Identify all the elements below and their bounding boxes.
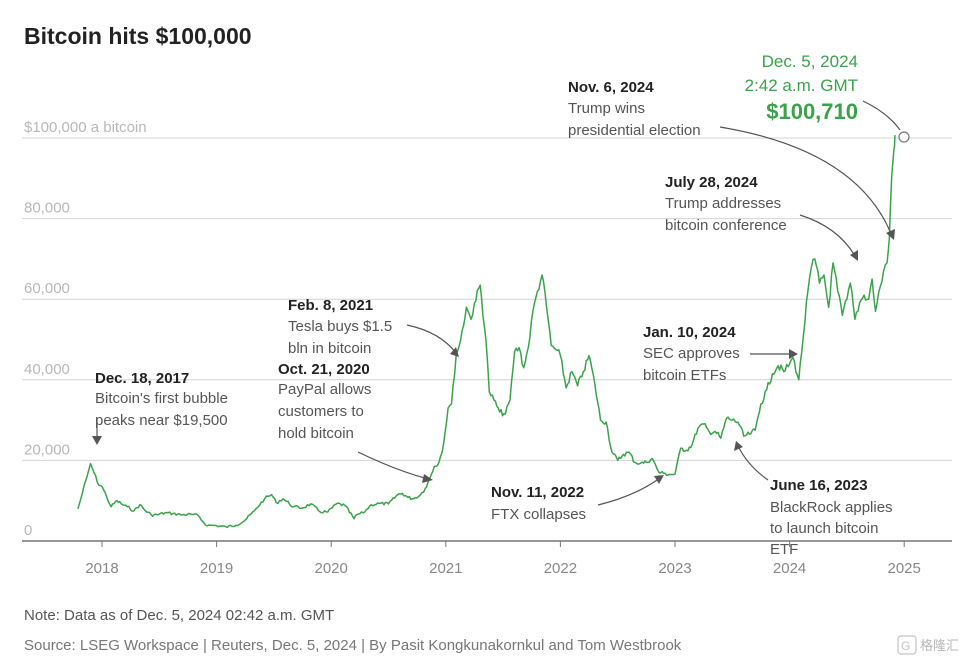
chart-title: Bitcoin hits $100,000 [24, 23, 252, 49]
annotation-text: presidential election [568, 122, 701, 139]
annotation-dec-2017: Dec. 18, 2017 Bitcoin's first bubble pea… [95, 370, 228, 429]
annotation-text: FTX collapses [491, 506, 586, 523]
gridlines [22, 137, 952, 542]
bitcoin-price-line [77, 135, 896, 528]
annotation-text: PayPal allows [278, 381, 371, 398]
annotation-text: to launch bitcoin [770, 520, 878, 537]
arrowhead-nov-2024 [886, 229, 895, 240]
annotation-oct-2020: Oct. 21, 2020 PayPal allows customers to… [278, 361, 371, 442]
annotation-text: hold bitcoin [278, 425, 354, 442]
arrow-dec-2024-peak [862, 100, 901, 131]
peak-value: $100,710 [766, 99, 858, 124]
peak-time: 2:42 a.m. GMT [745, 76, 858, 95]
arrow-nov-2022 [597, 477, 661, 506]
annotation-text: ETF [770, 541, 798, 558]
annotation-text: customers to [278, 403, 364, 420]
x-axis-ticks: 2018 2019 2020 2021 2022 2023 2024 2025 [85, 541, 921, 577]
y-tick-label: $100,000 a bitcoin [24, 119, 147, 136]
series-layer [77, 135, 896, 528]
annotation-feb-2021: Feb. 8, 2021 Tesla buys $1.5 bln in bitc… [288, 297, 392, 357]
annotation-jun-2023: June 16, 2023 BlackRock applies to launc… [770, 477, 893, 558]
y-tick-label: 60,000 [24, 280, 70, 297]
annotation-text: bitcoin ETFs [643, 367, 726, 384]
peak-marker [898, 131, 910, 143]
x-tick-label: 2018 [85, 560, 118, 577]
annotation-date: Feb. 8, 2021 [288, 297, 373, 314]
chart-note: Note: Data as of Dec. 5, 2024 02:42 a.m.… [24, 607, 334, 624]
annotation-text: bitcoin conference [665, 217, 787, 234]
arrow-oct-2020 [357, 451, 429, 480]
arrow-jun-2023 [737, 445, 769, 481]
watermark-text: 格隆汇 [920, 638, 959, 653]
annotation-date: Jan. 10, 2024 [643, 324, 736, 341]
y-tick-label: 40,000 [24, 361, 70, 378]
annotation-text: Trump addresses [665, 195, 781, 212]
arrowhead-feb-2021 [450, 347, 459, 357]
x-tick-label: 2024 [773, 560, 806, 577]
x-tick-label: 2023 [658, 560, 691, 577]
annotation-jul-2024: July 28, 2024 Trump addresses bitcoin co… [665, 174, 787, 234]
annotation-date: June 16, 2023 [770, 477, 868, 494]
x-tick-label: 2025 [888, 560, 921, 577]
y-axis-ticks: $100,000 a bitcoin 80,000 60,000 40,000 20,0… [24, 119, 147, 539]
watermark-logo-icon [897, 635, 917, 655]
annotation-nov-2024: Nov. 6, 2024 Trump wins presidential ele… [568, 79, 701, 139]
arrowhead-jan-2024 [789, 349, 798, 359]
annotation-text: bln in bitcoin [288, 340, 371, 357]
arrow-nov-2024 [719, 126, 893, 237]
watermark-logo-glyph: G [901, 639, 910, 653]
x-tick-label: 2022 [544, 560, 577, 577]
arrow-feb-2021 [406, 324, 457, 354]
x-tick-label: 2019 [200, 560, 233, 577]
annotation-jan-2024: Jan. 10, 2024 SEC approves bitcoin ETFs [643, 324, 740, 384]
annotation-date: Oct. 21, 2020 [278, 361, 370, 378]
annotation-arrows [92, 100, 910, 506]
annotation-text: SEC approves [643, 345, 740, 362]
watermark: G 格隆汇 [897, 635, 959, 655]
arrowhead-dec-2017 [92, 436, 102, 445]
peak-date: Dec. 5, 2024 [762, 52, 858, 71]
arrow-jul-2024 [799, 214, 856, 257]
peak-callout: Dec. 5, 2024 2:42 a.m. GMT $100,710 [745, 52, 858, 124]
y-tick-label: 0 [24, 522, 32, 539]
annotation-text: Tesla buys $1.5 [288, 318, 392, 335]
arrowhead-nov-2022 [654, 475, 664, 484]
y-tick-label: 20,000 [24, 441, 70, 458]
annotation-text: BlackRock applies [770, 499, 893, 516]
arrowhead-oct-2020 [422, 474, 433, 483]
annotation-date: Dec. 18, 2017 [95, 370, 189, 387]
annotation-nov-2022: Nov. 11, 2022 FTX collapses [491, 484, 586, 523]
annotation-text: Trump wins [568, 100, 645, 117]
annotation-date: Nov. 6, 2024 [568, 79, 654, 96]
y-tick-label: 80,000 [24, 200, 70, 217]
arrowhead-jun-2023 [734, 441, 743, 451]
x-tick-label: 2020 [315, 560, 348, 577]
annotation-date: Nov. 11, 2022 [491, 484, 584, 501]
annotation-text: peaks near $19,500 [95, 412, 228, 429]
annotation-date: July 28, 2024 [665, 174, 758, 191]
arrowhead-jul-2024 [850, 250, 858, 261]
x-tick-label: 2021 [429, 560, 462, 577]
chart-source: Source: LSEG Workspace | Reuters, Dec. 5… [24, 637, 682, 654]
annotation-text: Bitcoin's first bubble [95, 390, 228, 407]
